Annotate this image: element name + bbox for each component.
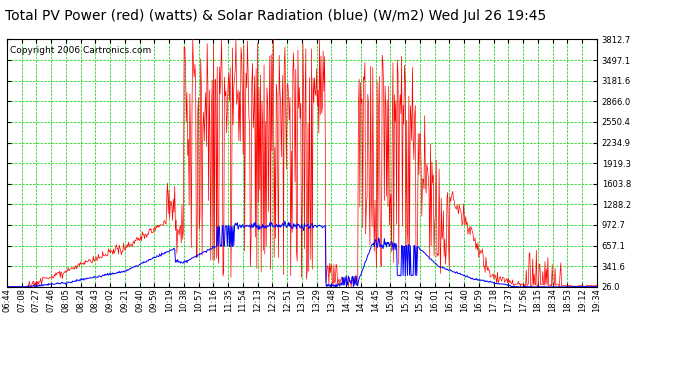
Text: Total PV Power (red) (watts) & Solar Radiation (blue) (W/m2) Wed Jul 26 19:45: Total PV Power (red) (watts) & Solar Rad… <box>6 9 546 23</box>
Text: Copyright 2006 Cartronics.com: Copyright 2006 Cartronics.com <box>10 46 151 55</box>
